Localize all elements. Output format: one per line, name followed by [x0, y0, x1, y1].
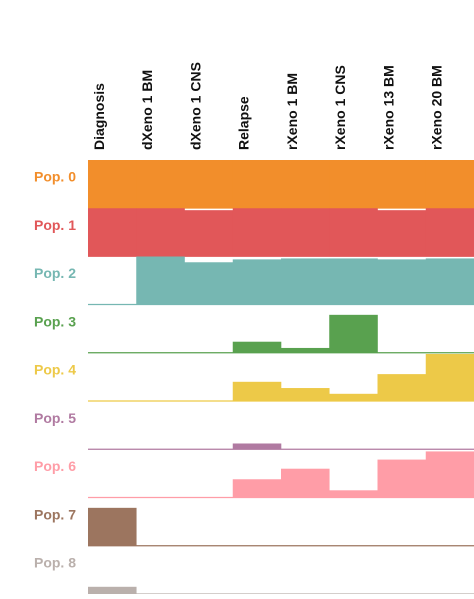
bar	[329, 258, 378, 305]
bar	[88, 586, 137, 594]
bar	[184, 160, 234, 208]
bar	[425, 208, 474, 257]
bar	[281, 347, 330, 353]
bar	[281, 388, 330, 401]
column-label: dXeno 1 CNS	[187, 62, 203, 150]
bar	[329, 490, 378, 498]
bar	[184, 262, 234, 305]
bar	[329, 160, 378, 208]
column-label: Diagnosis	[91, 83, 107, 150]
bar	[232, 259, 282, 305]
row-label: Pop. 8	[34, 555, 76, 571]
bar	[88, 507, 137, 546]
bar	[377, 259, 427, 305]
row-label: Pop. 1	[34, 217, 76, 233]
row-label: Pop. 6	[34, 458, 76, 474]
bar	[281, 468, 330, 498]
bar	[136, 160, 185, 208]
column-label: Relapse	[236, 96, 252, 150]
column-label: rXeno 13 BM	[380, 65, 396, 150]
bar	[281, 160, 330, 208]
row-label: Pop. 3	[34, 313, 76, 329]
bar	[377, 210, 427, 257]
row-label: Pop. 7	[34, 506, 76, 522]
bar	[232, 160, 282, 208]
bar	[281, 208, 330, 257]
bar	[232, 443, 282, 450]
bar	[329, 393, 378, 401]
bar	[425, 451, 474, 498]
row-label: Pop. 0	[34, 169, 76, 185]
bar	[425, 160, 474, 208]
bar	[329, 208, 378, 257]
row-label: Pop. 2	[34, 265, 76, 281]
bar	[377, 160, 427, 208]
bar	[88, 208, 137, 257]
bar	[136, 208, 185, 257]
bar	[232, 341, 282, 353]
column-label: rXeno 20 BM	[429, 65, 445, 150]
bar	[377, 374, 427, 401]
row-label: Pop. 4	[34, 362, 76, 378]
column-label: rXeno 1 CNS	[332, 65, 348, 150]
bar	[425, 258, 474, 305]
bar	[425, 353, 474, 401]
bar	[232, 479, 282, 498]
bar	[232, 381, 282, 401]
column-label: dXeno 1 BM	[139, 70, 155, 150]
bar	[281, 258, 330, 305]
bar	[136, 256, 185, 305]
bar	[184, 210, 234, 257]
bar	[377, 459, 427, 498]
column-label: rXeno 1 BM	[284, 73, 300, 150]
bar	[232, 208, 282, 257]
bar	[329, 314, 378, 353]
bar	[88, 160, 137, 208]
row-label: Pop. 5	[34, 410, 76, 426]
